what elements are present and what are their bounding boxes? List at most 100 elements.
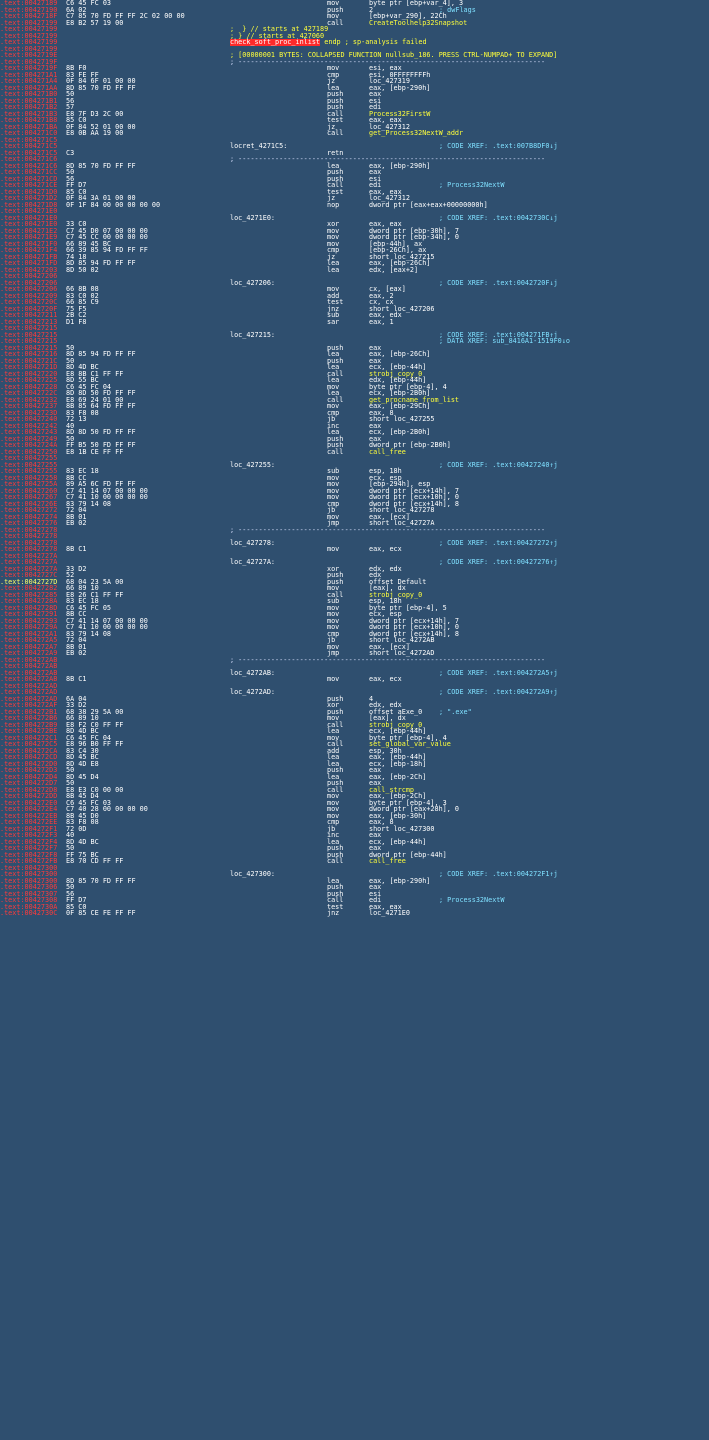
- listing-line[interactable]: .text:0042719E ; [00000001 BYTES: COLLAPS…: [0, 52, 709, 59]
- address[interactable]: .text:004271E9: [0, 233, 58, 241]
- listing-line[interactable]: .text:00427189 C6 45 FC 03 mov byte ptr [eb…: [0, 0, 709, 7]
- mnemonic[interactable]: jz: [327, 77, 336, 85]
- label[interactable]: loc_427206:: [230, 278, 276, 287]
- label[interactable]: loc_427255:: [230, 460, 276, 469]
- opcode-bytes[interactable]: 89 A5 6C FD FF FF: [66, 480, 136, 488]
- operand[interactable]: strobj_copy_0: [369, 369, 423, 378]
- address[interactable]: .text:00427211: [0, 311, 58, 319]
- address[interactable]: .text:00427215: [0, 343, 58, 352]
- opcode-bytes[interactable]: 83 79 14 08: [66, 499, 112, 508]
- opcode-bytes[interactable]: FF D7: [66, 896, 87, 904]
- operand[interactable]: dword ptr [ebp-34h], 0: [369, 233, 460, 241]
- operand[interactable]: short loc_427215: [369, 252, 435, 261]
- operand[interactable]: esp, 18h: [369, 467, 402, 475]
- label[interactable]: ; --------------------------------------…: [230, 57, 546, 66]
- mnemonic[interactable]: lea: [327, 428, 340, 436]
- address[interactable]: .text:004272AD: [0, 688, 58, 696]
- address[interactable]: .text:00427237: [0, 402, 58, 410]
- listing-line[interactable]: .text:004271BA 0F 84 52 01 00 00 jz loc_427…: [0, 122, 709, 131]
- opcode-bytes[interactable]: 0F 84 6F 01 00 00: [66, 77, 136, 85]
- listing-line[interactable]: .text:004272F7 50 push eax: [0, 845, 709, 852]
- label[interactable]: ; --------------------------------------…: [230, 655, 546, 664]
- opcode-bytes[interactable]: 72 0D: [66, 824, 87, 833]
- opcode-bytes[interactable]: 56: [66, 174, 75, 183]
- listing-line[interactable]: .text:0042727A loc_42727A: ; CODE XREF: .t…: [0, 559, 709, 566]
- mnemonic[interactable]: test: [327, 902, 344, 911]
- operand[interactable]: ecx, [ebp-44h]: [369, 837, 427, 846]
- operand[interactable]: byte ptr [ebp-4], 5: [369, 603, 447, 612]
- mnemonic[interactable]: lea: [327, 363, 340, 371]
- mnemonic[interactable]: call: [327, 740, 344, 748]
- opcode-bytes[interactable]: 83 EC 18: [66, 597, 99, 605]
- address[interactable]: .text:00427220: [0, 369, 58, 378]
- listing-line[interactable]: .text:00427242 40 inc eax: [0, 422, 709, 430]
- mnemonic[interactable]: lea: [327, 350, 340, 358]
- listing-line[interactable]: .text:004271E2 C7 45 D0 07 00 00 00 mov dwo…: [0, 227, 709, 235]
- opcode-bytes[interactable]: C6 45 FC 03: [66, 798, 112, 807]
- label[interactable]: loc_4272AD:: [230, 688, 276, 696]
- operand[interactable]: call_free: [369, 447, 406, 456]
- listing-line[interactable]: .text:00427291 8B CC mov ecx, esp: [0, 611, 709, 618]
- listing-line[interactable]: .text:004272E0 C6 45 FC 03 mov byte ptr [eb…: [0, 798, 709, 807]
- address[interactable]: .text:00427300: [0, 870, 58, 878]
- address[interactable]: .text:004272AB: [0, 675, 58, 683]
- address[interactable]: .text:00427278: [0, 545, 58, 553]
- listing-line[interactable]: .text:00427255 loc_427255: ; CODE XREF: .t…: [0, 460, 709, 469]
- listing-line[interactable]: .text:004271C6 ; ------------------------…: [0, 156, 709, 163]
- operand[interactable]: dword ptr [ebp-2B0h]: [369, 441, 451, 449]
- address[interactable]: .text:004272D7: [0, 779, 58, 787]
- listing-line[interactable]: .text:0042722C 8D 8D 50 FD FF FF lea ecx, […: [0, 390, 709, 397]
- comment[interactable]: ; CODE XREF: .text:004272F1↑j: [439, 870, 558, 878]
- address[interactable]: .text:004272AB: [0, 662, 58, 670]
- address[interactable]: .text:00427240: [0, 415, 58, 423]
- listing-line[interactable]: .text:004272D4 8D 45 D4 lea eax, [ebp-2Ch]: [0, 773, 709, 781]
- opcode-bytes[interactable]: E8 0B AA 19 00: [66, 129, 124, 137]
- mnemonic[interactable]: jmp: [327, 649, 340, 657]
- opcode-bytes[interactable]: 50: [66, 343, 75, 352]
- operand[interactable]: call_strcmp: [369, 785, 415, 794]
- operand[interactable]: eax, ecx: [369, 675, 402, 683]
- address[interactable]: .text:00427267: [0, 493, 58, 501]
- mnemonic[interactable]: call: [327, 857, 344, 865]
- address[interactable]: .text:004271FB: [0, 252, 58, 261]
- mnemonic[interactable]: mov: [327, 603, 340, 612]
- mnemonic[interactable]: lea: [327, 83, 340, 92]
- operand[interactable]: eax: [369, 883, 382, 891]
- mnemonic[interactable]: push: [327, 343, 344, 352]
- mnemonic[interactable]: jb: [327, 636, 336, 644]
- address[interactable]: .text:004272F3: [0, 831, 58, 839]
- opcode-bytes[interactable]: 68 04 23 5A 00: [66, 577, 124, 586]
- listing-line[interactable]: .text:004272D7 50 push eax: [0, 780, 709, 787]
- listing-line[interactable]: .text:004271D0 85 C0 test eax, eax: [0, 188, 709, 196]
- opcode-bytes[interactable]: 66 89 10: [66, 584, 99, 592]
- mnemonic[interactable]: push: [327, 174, 344, 183]
- address[interactable]: .text:004271C6: [0, 155, 58, 163]
- opcode-bytes[interactable]: 50: [66, 168, 75, 176]
- operand[interactable]: [eax], dx: [369, 714, 406, 722]
- listing-line[interactable]: .text:004272A9 EB 02 jmp short loc_4272AD: [0, 650, 709, 657]
- address[interactable]: .text:004272B6: [0, 714, 58, 722]
- address[interactable]: .text:00427243: [0, 428, 58, 436]
- opcode-bytes[interactable]: 8D 4D BC: [66, 837, 99, 846]
- listing-line[interactable]: .text:004272AD loc_4272AD: ; CODE XREF: .t…: [0, 689, 709, 696]
- address[interactable]: .text:00427306: [0, 883, 58, 891]
- operand[interactable]: ecx, [ebp-44h]: [369, 727, 427, 735]
- mnemonic[interactable]: test: [327, 116, 344, 124]
- mnemonic[interactable]: jnz: [327, 304, 340, 313]
- opcode-bytes[interactable]: 83 FE FF: [66, 70, 99, 79]
- mnemonic[interactable]: call: [327, 785, 344, 794]
- address[interactable]: .text:00427206: [0, 285, 58, 293]
- listing-line[interactable]: .text:004272DD 8B 45 D4 mov eax, [ebp-2Ch]: [0, 793, 709, 800]
- listing-line[interactable]: .text:004272AB: [0, 663, 709, 670]
- operand[interactable]: dword ptr [ecx+14h], 8: [369, 629, 460, 638]
- mnemonic[interactable]: push: [327, 103, 344, 111]
- mnemonic[interactable]: mov: [327, 402, 340, 410]
- listing-line[interactable]: .text:00427260 C7 41 14 07 00 00 00 mov dwo…: [0, 487, 709, 495]
- listing-line[interactable]: .text:004271AA 8D 85 70 FD FF FF lea eax, […: [0, 83, 709, 92]
- comment[interactable]: ; dwFlags: [439, 5, 476, 14]
- operand[interactable]: eax, 8: [369, 408, 394, 417]
- operand[interactable]: [eax], dx: [369, 584, 406, 592]
- opcode-bytes[interactable]: 0F 84 52 01 00 00: [66, 122, 136, 131]
- address[interactable]: .text:00427215: [0, 330, 58, 339]
- address[interactable]: .text:004272E0: [0, 798, 58, 807]
